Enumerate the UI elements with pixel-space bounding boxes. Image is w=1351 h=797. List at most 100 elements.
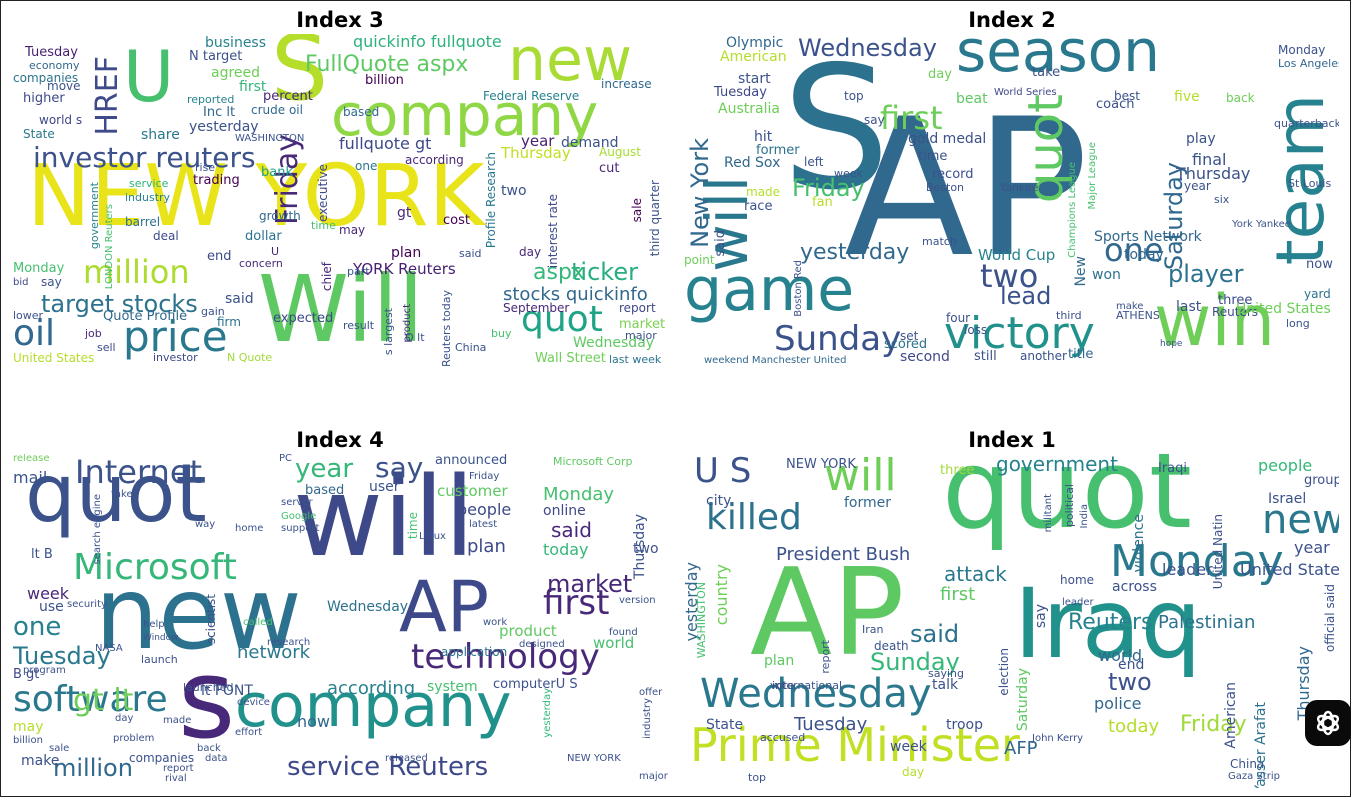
cloud-word: John Kerry — [1032, 733, 1084, 744]
cloud-word: World Cup — [978, 246, 1056, 264]
cloud-word: one — [355, 159, 378, 173]
cloud-word: killed — [706, 497, 802, 538]
cloud-word: quot — [25, 454, 207, 540]
cloud-word: Monday — [1278, 43, 1326, 57]
cloud-word: Monday — [1110, 536, 1284, 587]
cloud-word: American — [1223, 682, 1239, 749]
cloud-word: Tuesday — [714, 85, 767, 100]
cloud-word: concern — [239, 257, 283, 270]
cloud-word: vote — [770, 679, 795, 692]
cloud-word: six — [1214, 193, 1230, 206]
cloud-word: part — [347, 265, 370, 278]
cloud-word: company — [331, 81, 599, 149]
cloud-word: cut — [599, 161, 620, 176]
cloud-word: plan — [391, 245, 422, 261]
cloud-word: agreed — [211, 65, 261, 81]
cloud-word: second — [900, 349, 950, 365]
cloud-word: State — [23, 127, 55, 141]
cloud-word: bid — [13, 277, 29, 288]
cloud-word: year — [521, 132, 555, 150]
cloud-word: move — [47, 79, 81, 93]
cloud-word: Friday — [469, 471, 500, 482]
cloud-word: billion — [365, 73, 404, 88]
cloud-word: job — [85, 327, 102, 340]
cloud-word: September — [503, 301, 570, 315]
cloud-word: will — [293, 454, 475, 581]
cloud-word: three — [940, 463, 975, 478]
cloud-word: yesterday — [800, 240, 910, 265]
cloud-word: world — [593, 634, 635, 652]
cloud-word: search engine — [92, 494, 103, 565]
cloud-word: quarterback — [1274, 117, 1339, 130]
chatgpt-logo-icon[interactable] — [1305, 700, 1351, 746]
cloud-word: first — [543, 583, 610, 623]
cloud-word: United Natin — [1211, 514, 1225, 590]
cloud-word: Google — [281, 511, 317, 522]
cloud-word: State — [706, 717, 744, 733]
cloud-word: take — [1032, 65, 1061, 80]
cloud-word: season — [956, 34, 1160, 85]
cloud-word: year — [1184, 179, 1211, 193]
cloud-word: executive — [316, 164, 330, 223]
cloud-word: software — [13, 679, 168, 720]
cloud-word: Monday — [13, 261, 65, 276]
cloud-word: people — [1258, 456, 1313, 475]
cloud-word: report — [619, 301, 656, 315]
title-index-3: Index 3 — [296, 8, 384, 32]
cloud-word: may — [13, 719, 44, 735]
cloud-word: N Quote — [227, 351, 273, 364]
cloud-word: official said — [1323, 584, 1337, 652]
cloud-word: week — [890, 739, 927, 755]
cloud-word: hit — [754, 129, 773, 145]
cloud-word: today — [1108, 716, 1160, 737]
cloud-word: Reuters — [1212, 305, 1259, 319]
cloud-word: Thursday — [501, 144, 571, 162]
cloud-word: now — [1306, 257, 1333, 272]
cloud-word: yesterday — [189, 119, 259, 135]
cloud-word: point — [684, 253, 715, 267]
cloud-word: major — [639, 771, 668, 782]
cloud-word: gt lt — [73, 683, 134, 718]
cloud-word: Thursday — [1176, 164, 1251, 183]
cloud-word: cost — [443, 213, 470, 228]
cloud-word: based — [305, 483, 345, 498]
cloud-word: s largest — [382, 308, 395, 356]
cloud-word: said — [910, 620, 960, 648]
cloud-word: LONDON Reuters — [104, 204, 115, 290]
cloud-word: hope — [1160, 339, 1183, 349]
cloud-word: new — [95, 555, 302, 672]
cloud-word: WASHINGTON — [235, 133, 305, 144]
cloud-word: investor — [153, 351, 198, 364]
cloud-word: day — [928, 67, 952, 82]
cloud-word: higher — [23, 91, 65, 106]
cloud-word: S — [782, 34, 890, 228]
cloud-word: last week — [609, 353, 662, 366]
cloud-word: won — [1092, 267, 1121, 283]
cloud-word: launch — [141, 653, 178, 666]
cloud-word: sale — [49, 743, 70, 754]
cloud-word: crude oil — [251, 103, 303, 117]
cloud-word: still — [974, 349, 997, 364]
cloud-word: week — [834, 167, 863, 180]
cloud-word: match — [922, 235, 957, 248]
cloud-word: program — [23, 665, 66, 676]
cloud-word: year — [295, 454, 354, 484]
cloud-word: Iraq — [1014, 568, 1202, 680]
cloud-word: bank — [261, 165, 293, 180]
cloud-word: rise — [195, 161, 216, 174]
cloud-word: best — [1114, 89, 1140, 103]
cloud-word: New — [1073, 256, 1089, 287]
cloud-word: title — [1068, 347, 1094, 362]
cloud-word: buy — [491, 327, 512, 340]
cloud-word: reported — [187, 93, 235, 106]
cloud-word: work — [483, 617, 508, 628]
cloud-word: back — [197, 743, 221, 754]
cloud-word: Major League — [1087, 142, 1098, 210]
cloud-word: two — [501, 183, 527, 199]
cloud-word: United States — [1240, 560, 1339, 579]
cloud-word: product — [499, 622, 557, 640]
cloud-word: AP — [844, 78, 1089, 299]
cloud-word: Reuters today — [440, 290, 453, 367]
cloud-word: coach — [1096, 97, 1135, 112]
cloud-word: company — [235, 671, 512, 741]
